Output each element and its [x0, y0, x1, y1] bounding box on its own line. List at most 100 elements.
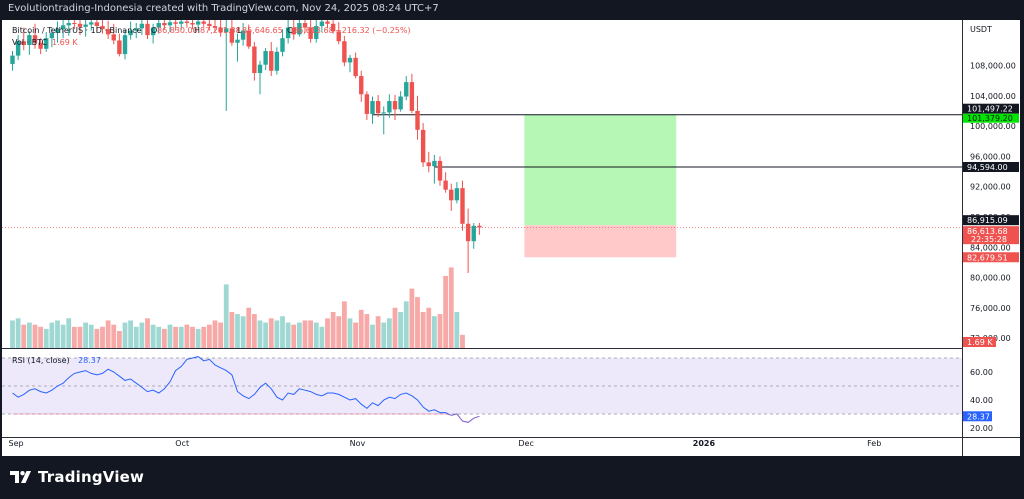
volume-bar: [32, 324, 38, 348]
volume-bar: [49, 322, 55, 348]
rsi-tag-bg: [963, 411, 992, 422]
candle-body: [117, 40, 122, 55]
candle-body: [162, 23, 167, 26]
entry-price-label-bg: [963, 215, 1019, 226]
target-alt-price-label: 101,379.20: [967, 114, 1013, 123]
time-axis-label: Sep: [9, 439, 24, 448]
candle-body: [21, 41, 26, 45]
volume-bar: [420, 311, 426, 348]
volume-bar: [398, 311, 404, 348]
price-tick-label: 92,000.00: [970, 183, 1011, 192]
candle-body: [437, 160, 443, 181]
candle-body: [77, 23, 83, 27]
volume-bar: [173, 326, 179, 348]
volume-bar: [330, 311, 336, 348]
candle-body: [252, 46, 257, 74]
candle-body: [415, 110, 420, 130]
volume-bar: [251, 314, 257, 348]
volume-bar: [313, 322, 319, 348]
volume-bar: [364, 314, 370, 348]
candle-body: [302, 23, 308, 28]
rsi-tick-label: 40.00: [970, 396, 993, 405]
volume-bar: [21, 324, 27, 348]
volume-bar: [285, 322, 291, 348]
time-axis-label: Oct: [175, 439, 189, 448]
volume-bar: [246, 307, 252, 348]
candle-body: [432, 160, 437, 167]
rsi-legend-value: 28.37: [78, 356, 101, 365]
candle-body: [465, 223, 471, 242]
candle-body: [454, 188, 460, 201]
time-axis-label: Dec: [518, 439, 533, 448]
volume-bar: [139, 322, 145, 348]
candle-body: [32, 35, 38, 43]
candle-body: [263, 51, 268, 65]
candle-body: [173, 22, 178, 24]
volume-bar: [122, 322, 128, 348]
volume-bar: [268, 318, 274, 348]
volume-bar: [156, 326, 162, 348]
volume-bar: [111, 324, 117, 348]
candle-body: [60, 25, 66, 30]
tradingview-logo[interactable]: TradingView: [10, 468, 144, 486]
trading-chart[interactable]: USDT72,000.0076,000.0080,000.0084,000.00…: [2, 20, 1020, 456]
candle-body: [89, 22, 94, 25]
volume-bar: [257, 320, 263, 348]
volume-bar: [150, 324, 156, 348]
candle-body: [330, 23, 336, 32]
footer: TradingView: [0, 458, 1024, 499]
volume-bar: [386, 318, 392, 348]
candle-body: [224, 28, 229, 33]
volume-bar: [341, 301, 347, 348]
candle-body: [212, 26, 218, 28]
candle-body: [179, 21, 184, 24]
volume-bar: [167, 324, 173, 348]
volume-bar: [336, 316, 342, 348]
candle-body: [375, 101, 381, 114]
volume-bar: [10, 320, 15, 348]
candle-body: [409, 82, 415, 111]
volume-bar: [392, 307, 398, 348]
candle-body: [44, 38, 49, 49]
stop-price-label-bg: [963, 252, 1019, 263]
candle-body: [10, 55, 15, 64]
volume-bar: [308, 320, 314, 348]
legend-high: 87,211.38: [200, 26, 241, 35]
position-tool[interactable]: [2, 114, 962, 258]
candle-body: [94, 22, 100, 27]
volume-bar: [201, 326, 207, 348]
candle-body: [364, 94, 370, 114]
legend-volume-label: Vol · BTC: [12, 38, 48, 47]
volume-bar: [280, 316, 285, 348]
volume-bar: [94, 328, 100, 348]
legend-low-label: L: [237, 26, 242, 35]
legend-volume: 1.69 K: [52, 38, 78, 47]
price-tick-label: 80,000.00: [970, 274, 1011, 283]
profit-zone: [524, 114, 677, 226]
candle-body: [336, 31, 341, 42]
candle-body: [139, 23, 145, 29]
target-price-label-bg: [963, 103, 1019, 114]
volume-bar: [128, 320, 134, 348]
volume-bar: [296, 322, 302, 348]
candle-body: [27, 35, 32, 45]
volume-bar: [161, 328, 167, 348]
volume-bar: [190, 326, 195, 348]
legend-high-label: H: [194, 26, 200, 35]
rsi-legend-label: RSI (14, close): [12, 356, 70, 365]
legend-open-label: O: [151, 26, 157, 35]
candle-body: [297, 23, 302, 35]
volume-bar: [460, 334, 465, 348]
candle-body: [308, 27, 313, 39]
stop-price-label: 82,679.51: [967, 253, 1008, 262]
candle-body: [145, 23, 150, 36]
volume-bars: [10, 267, 465, 348]
volume-bar: [60, 324, 66, 348]
volume-bar: [448, 267, 454, 348]
candle-body: [443, 180, 448, 190]
candle-body: [38, 42, 43, 49]
price-tick-label: 76,000.00: [970, 304, 1011, 313]
volume-bar: [43, 328, 49, 348]
candle-body: [477, 225, 482, 228]
